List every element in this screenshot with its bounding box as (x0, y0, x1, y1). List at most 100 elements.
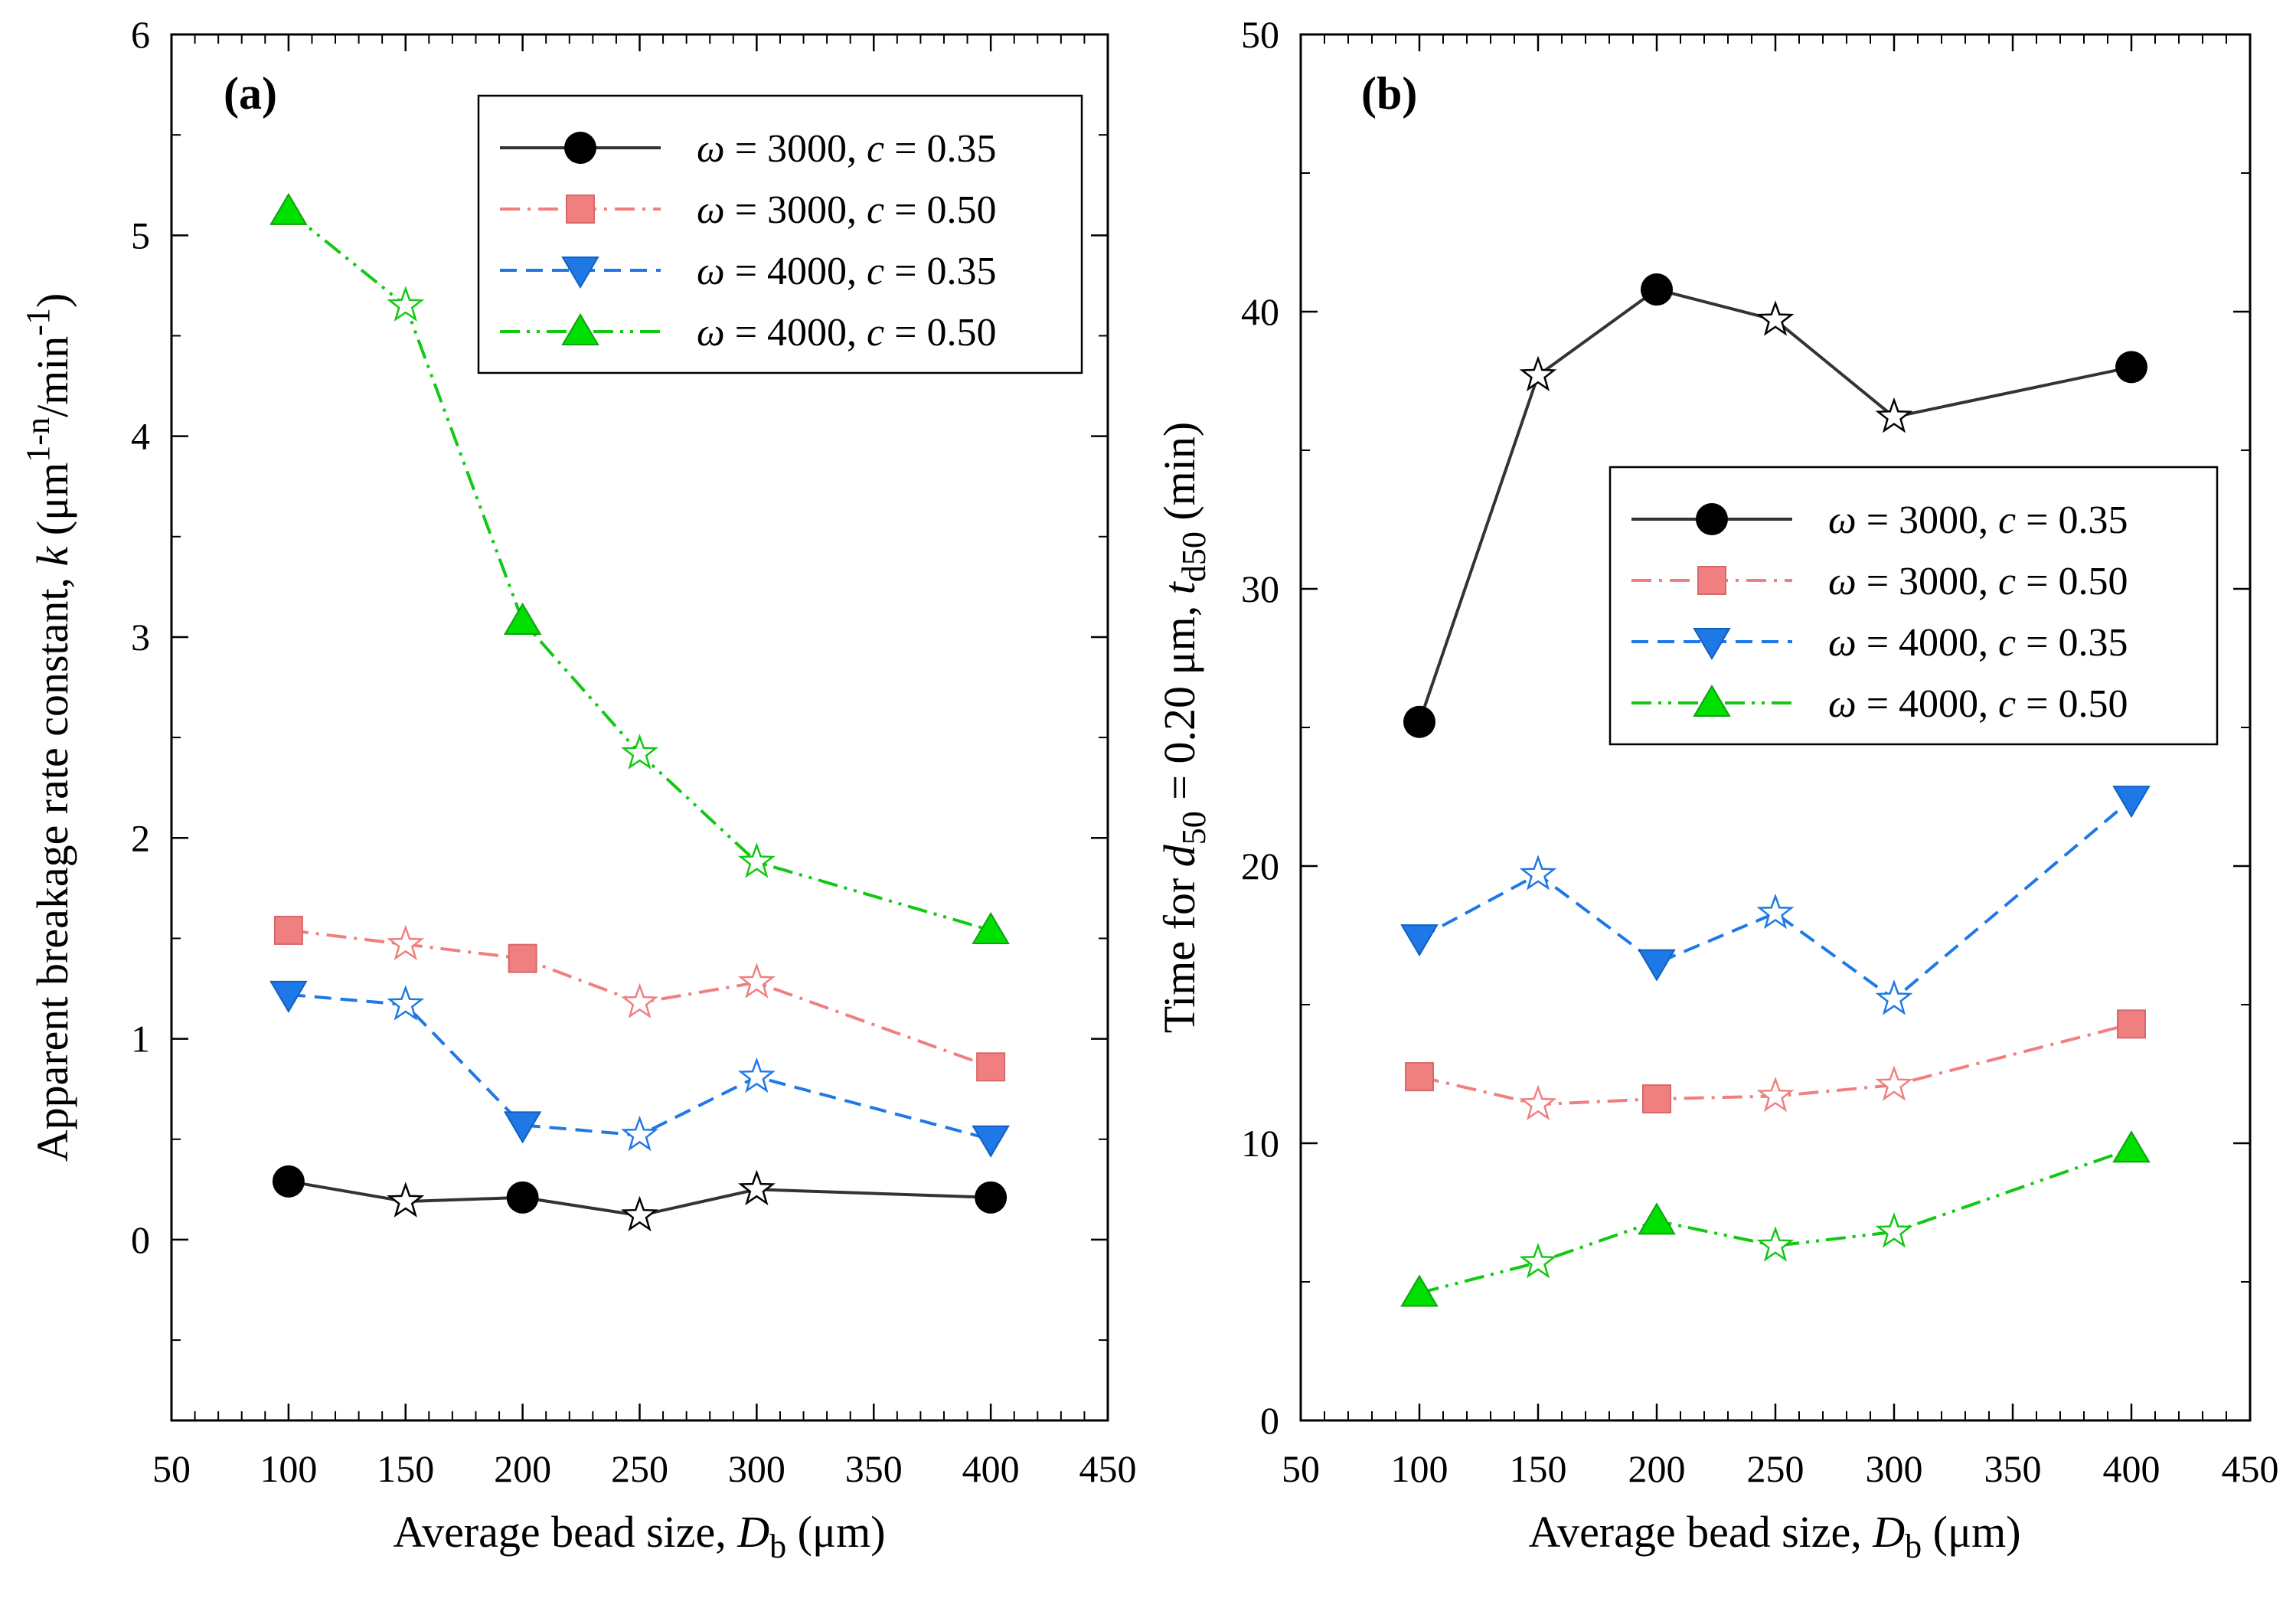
panel-a-y-tick-label: 0 (131, 1218, 150, 1261)
panel-b-legend-label-2: ω = 3000, c = 0.50 (1828, 560, 2128, 603)
panel-a-y-tick-label: 5 (131, 214, 150, 257)
panel-a-y-axis-title: Apparent breakage rate constant, k (μm1-… (19, 293, 77, 1162)
panel-a-x-tick-label: 250 (611, 1447, 668, 1490)
panel-a-y-tick-label: 3 (131, 616, 150, 659)
panel-a-legend-marker-1 (564, 132, 596, 164)
panel-b-x-tick-label: 250 (1747, 1447, 1804, 1490)
panel-a-legend-label-4: ω = 4000, c = 0.50 (697, 311, 996, 355)
panel-b-x-tick-label: 200 (1628, 1447, 1686, 1490)
panel-b-y-tick-label: 30 (1241, 567, 1279, 610)
panel-a-series-4-point (972, 911, 1010, 944)
panel-b-label: (b) (1361, 68, 1417, 119)
panel-a-legend-entries: ω = 3000, c = 0.35 ω = 3000, c = 0.50 ω = … (500, 127, 996, 355)
panel-a-series (269, 192, 1010, 1232)
panel-a-series-3-point (972, 1125, 1010, 1158)
panel-a-series-1-point-star (621, 1195, 658, 1232)
panel-a-series-3-point (269, 980, 308, 1013)
panel-b-series-3-point-star (1875, 979, 1913, 1015)
panel-a-legend-marker-2 (566, 194, 595, 224)
panel-b-x-tick-label: 50 (1282, 1447, 1320, 1490)
panel-b-legend-marker-1 (1696, 503, 1728, 535)
panel-a-x-tick-label: 200 (494, 1447, 551, 1490)
panel-b-series (1400, 273, 2151, 1307)
panel-b-chart: 50 100 150 200 250 300 350 400 450 0 10 20 30 40 50 (b… (1155, 13, 2279, 1565)
panel-a-x-axis-title: Average bead size, Db (μm) (393, 1507, 885, 1565)
panel-a-series-3-point (503, 1111, 542, 1144)
panel-a-x-tick-label: 150 (377, 1447, 434, 1490)
panel-b-legend-label-1: ω = 3000, c = 0.35 (1828, 498, 2128, 542)
panel-b-series-1-point-star (1756, 300, 1795, 336)
panel-a-legend-marker-4 (561, 313, 599, 345)
panel-b-series-2-point-star (1519, 1084, 1557, 1121)
panel-b-series-3-point (1400, 924, 1439, 957)
panel-b-series-4-point (1400, 1274, 1439, 1307)
panel-b-y-tick-label: 20 (1241, 845, 1279, 887)
panel-a-series-4-point (269, 192, 308, 225)
panel-a-series-4-line (287, 210, 991, 932)
panel-a-series-1-point (272, 1165, 305, 1198)
panel-a-legend-label-2: ω = 3000, c = 0.50 (697, 188, 996, 232)
panel-b-x-tick-label: 100 (1391, 1447, 1448, 1490)
panel-a-x-tick-label: 450 (1079, 1447, 1137, 1490)
panel-a-series-3-line (288, 992, 991, 1141)
panel-a-series-2-line (288, 928, 991, 1069)
panel-a-axis-ticks: 50 100 150 200 250 300 350 400 450 0 1 2 3 4 5 6 (131, 13, 1137, 1490)
panel-a-series-1-point-star (737, 1169, 776, 1206)
panel-a-x-tick-label: 400 (962, 1447, 1020, 1490)
panel-b-legend-entries: ω = 3000, c = 0.35 ω = 3000, c = 0.50 ω = … (1631, 498, 2128, 726)
panel-b-x-tick-label: 450 (2222, 1447, 2279, 1490)
panel-a-series-1-line (288, 1179, 991, 1218)
panel-a-series-4-point (503, 603, 542, 635)
panel-b-series-3-point (1638, 949, 1676, 982)
panel-b-legend-marker-4 (1693, 685, 1731, 717)
panel-a-label: (a) (224, 68, 277, 119)
panel-a-x-tick-label: 350 (845, 1447, 903, 1490)
panel-a-series-3-point-star (621, 1115, 658, 1152)
panel-b-series-4-point-star (1756, 1226, 1795, 1262)
panel-b-x-tick-label: 350 (1984, 1447, 2042, 1490)
panel-b-series-2-point (2117, 1009, 2146, 1039)
panel-a-series-4-point-star (737, 842, 776, 878)
panel-b-y-axis-title: Time for d50 = 0.20 μm, td50 (min) (1155, 422, 1213, 1033)
panel-a-y-tick-label: 6 (131, 13, 150, 56)
panel-a-series-3-point-star (387, 985, 425, 1021)
panel-b-y-tick-label: 0 (1260, 1399, 1279, 1442)
panel-b-series-4-line (1419, 1147, 2132, 1295)
panel-a-x-tick-label: 50 (152, 1447, 191, 1490)
panel-b-legend-label-4: ω = 4000, c = 0.50 (1828, 682, 2128, 726)
panel-b-series-1-point-star (1875, 397, 1913, 433)
panel-b-legend-label-3: ω = 4000, c = 0.35 (1828, 621, 2128, 665)
panel-a-series-2-point (976, 1052, 1006, 1082)
panel-a-series-2-point (273, 915, 303, 945)
panel-b-x-tick-label: 400 (2103, 1447, 2160, 1490)
panel-b-axis-ticks: 50 100 150 200 250 300 350 400 450 0 10 20 30 40 50 (1241, 13, 2279, 1490)
panel-a-series-1-point (975, 1181, 1008, 1214)
panel-b-series-2-point (1642, 1084, 1671, 1114)
panel-b-series-4-point-star (1875, 1212, 1913, 1248)
panel-a-series-2-point-star (387, 924, 425, 961)
panel-a-y-tick-label: 1 (131, 1018, 150, 1061)
panel-a-series-3-point-star (737, 1057, 776, 1093)
panel-a-x-tick-label: 100 (260, 1447, 317, 1490)
panel-b-series-3-point (2112, 786, 2151, 819)
panel-a-series-1-point (506, 1181, 539, 1214)
panel-a-y-tick-label: 2 (131, 816, 150, 859)
panel-b-series-3-point-star (1519, 855, 1557, 891)
panel-b-legend-marker-3 (1693, 628, 1731, 660)
panel-a-series-2-point (508, 943, 537, 973)
panel-a-series-1-point-star (387, 1182, 425, 1218)
panel-a-legend-marker-3 (561, 257, 599, 289)
panel-a-series-2-point-star (737, 963, 776, 999)
panel-a-chart: 50 100 150 200 250 300 350 400 450 0 1 2 3 4 5 6 (a) ω … (19, 13, 1137, 1565)
panel-a-series-4-point-star (387, 286, 425, 322)
panel-b-y-tick-label: 50 (1241, 13, 1279, 56)
panel-b-series-1-point-star (1519, 355, 1557, 392)
panel-b-series-1-point (2115, 351, 2147, 384)
panel-b-x-tick-label: 300 (1866, 1447, 1923, 1490)
panel-b-series-1-point (1403, 705, 1435, 738)
panel-b-series-4-point-star (1519, 1243, 1557, 1279)
panel-b-series-1-line (1418, 287, 2132, 723)
panel-b-x-tick-label: 150 (1510, 1447, 1567, 1490)
panel-b-x-axis-title: Average bead size, Db (μm) (1528, 1507, 2020, 1565)
panel-a-x-tick-label: 300 (728, 1447, 785, 1490)
